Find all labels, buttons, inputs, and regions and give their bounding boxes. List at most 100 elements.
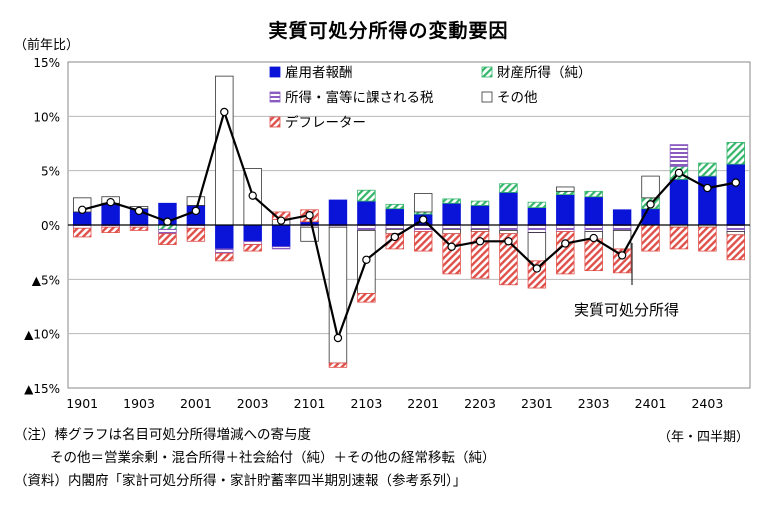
line-point xyxy=(333,333,343,343)
line-point xyxy=(504,237,513,246)
bar-employee xyxy=(271,224,291,248)
x-axis-unit: （年・四半期） xyxy=(657,430,749,445)
line-point xyxy=(106,197,115,207)
note-bar-definition: （注）棒グラフは名目可処分所得増減への寄与度 xyxy=(14,427,311,443)
legend-label-deflator: デフレーター xyxy=(285,114,366,131)
legend-label-employee: 雇用者報酬 xyxy=(285,64,353,81)
line-point xyxy=(674,168,684,178)
legend-swatch-other xyxy=(481,91,493,103)
bar-employee xyxy=(669,178,689,226)
bar-deflator xyxy=(612,248,632,274)
note-other-definition: その他＝営業余剰・混合所得＋社会給付（純）＋その他の経常移転（純） xyxy=(50,450,496,466)
bar-tax xyxy=(357,224,376,231)
bar-tax xyxy=(215,248,234,254)
line-point xyxy=(703,183,712,193)
bar-property xyxy=(470,200,490,206)
bar-deflator xyxy=(669,226,689,250)
x-tick-label: 2101 xyxy=(294,396,326,411)
bar-deflator xyxy=(215,252,234,262)
bar-other xyxy=(186,196,206,206)
bar-employee xyxy=(442,202,461,226)
bar-tax xyxy=(726,224,746,232)
footnotes: （注）棒グラフは名目可処分所得増減への寄与度 その他＝営業余剰・混合所得＋社会給… xyxy=(14,424,496,493)
bar-property xyxy=(442,198,461,204)
note-source: （資料）内閣府「家計可処分所得・家計貯蓄率四半期別速報（参考系列）」 xyxy=(14,473,467,489)
legend-swatch-deflator xyxy=(269,116,281,128)
bar-other xyxy=(556,186,575,192)
bar-deflator xyxy=(641,224,660,252)
bar-tax xyxy=(385,224,405,230)
bar-deflator xyxy=(158,233,177,245)
y-tick-label: ▲5% xyxy=(32,273,60,287)
bar-employee xyxy=(243,224,262,242)
line-point xyxy=(447,242,456,251)
bar-deflator xyxy=(726,234,746,261)
line-point xyxy=(78,205,87,214)
line-point xyxy=(276,216,286,225)
line-point xyxy=(390,232,399,242)
line-point xyxy=(561,239,570,248)
bar-tax xyxy=(584,224,603,232)
bar-deflator xyxy=(527,260,547,289)
bar-property xyxy=(499,183,518,193)
bar-tax xyxy=(243,240,262,245)
line-point xyxy=(220,107,229,117)
bar-tax xyxy=(158,228,177,235)
bar-property xyxy=(527,201,547,209)
bar-employee xyxy=(101,202,120,226)
x-tick-label: 1901 xyxy=(66,396,98,411)
bar-other xyxy=(328,226,348,364)
bar-tax xyxy=(527,224,547,234)
x-tick-label: 2001 xyxy=(180,396,212,411)
bar-deflator xyxy=(72,227,92,238)
x-tick-label: 2201 xyxy=(407,396,439,411)
y-tick-label: ▲15% xyxy=(24,382,60,396)
bar-employee xyxy=(527,207,547,226)
line-point xyxy=(248,191,257,200)
bar-employee xyxy=(584,196,603,226)
bar-employee xyxy=(612,209,632,226)
bar-employee xyxy=(698,175,717,226)
bar-employee xyxy=(499,191,518,226)
y-tick-label: ▲10% xyxy=(24,328,60,342)
chart-title: 実質可処分所得の変動要因 xyxy=(268,20,509,42)
line-series-label: 実質可処分所得 xyxy=(574,301,679,319)
bar-other xyxy=(442,228,461,235)
x-tick-label: 2103 xyxy=(350,396,382,411)
x-tick-label: 2401 xyxy=(635,396,667,411)
bar-deflator xyxy=(101,226,120,234)
bar-employee xyxy=(215,224,234,250)
y-axis-unit: （前年比） xyxy=(14,38,80,53)
line-point xyxy=(589,233,598,243)
bar-tax xyxy=(556,224,575,232)
x-tick-label: 2303 xyxy=(578,396,610,411)
bar-other xyxy=(215,75,234,226)
y-tick-label: 15% xyxy=(33,56,60,70)
line-point xyxy=(731,178,740,187)
bar-deflator xyxy=(328,362,348,368)
x-tick-label: 2403 xyxy=(691,396,723,411)
bar-employee xyxy=(357,200,376,226)
y-tick-label: 0% xyxy=(41,219,60,233)
legend-swatch-property xyxy=(481,66,493,78)
line-point xyxy=(362,255,371,264)
bar-other xyxy=(726,231,746,236)
line-point xyxy=(419,215,428,224)
line-point xyxy=(475,237,485,246)
line-point xyxy=(646,200,655,209)
bar-property xyxy=(698,162,717,177)
bar-deflator xyxy=(584,238,603,272)
bar-deflator xyxy=(186,227,206,242)
bar-deflator xyxy=(357,293,376,303)
bar-other xyxy=(499,230,518,235)
bar-tax xyxy=(612,224,632,231)
line-point xyxy=(305,211,314,220)
line-point xyxy=(191,206,201,216)
bar-employee xyxy=(470,205,490,226)
bar-deflator xyxy=(129,226,149,231)
bar-tax xyxy=(499,224,518,231)
x-tick-label: 2301 xyxy=(521,396,553,411)
bar-tax xyxy=(470,224,490,230)
y-tick-label: 10% xyxy=(33,110,60,124)
